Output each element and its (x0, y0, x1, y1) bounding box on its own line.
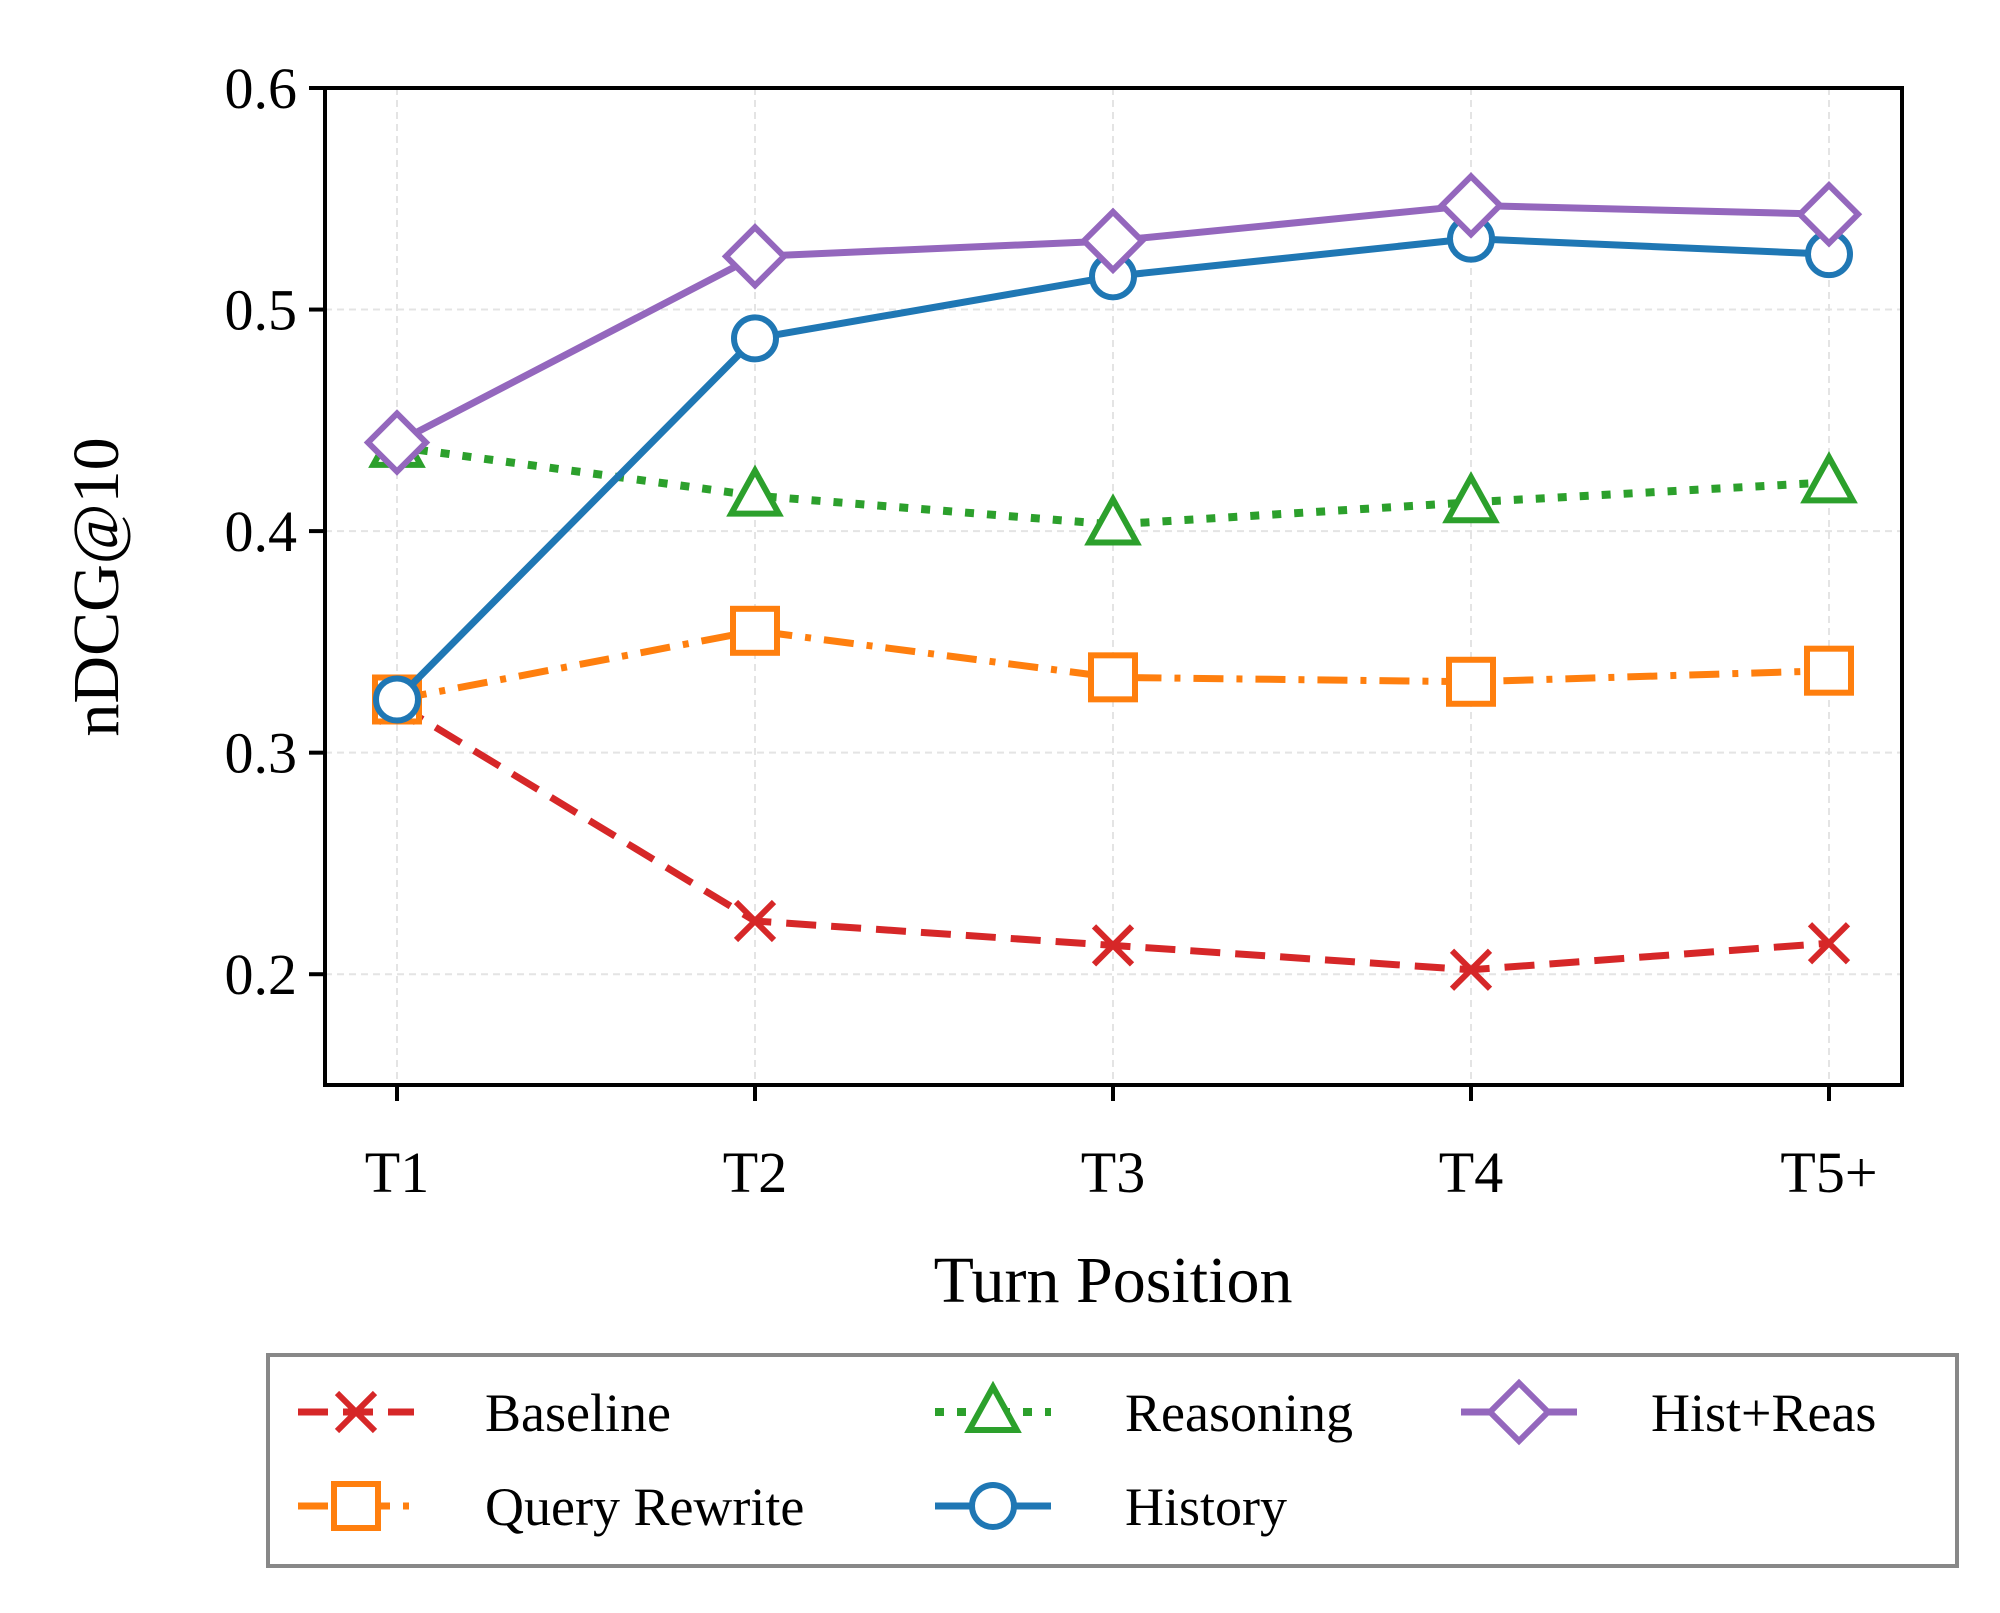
x-tick-label: T4 (1439, 1140, 1503, 1205)
series-baseline (375, 682, 1851, 991)
series-layer (363, 172, 1863, 991)
data-point-hist-reas (363, 409, 431, 476)
data-point-baseline (1449, 948, 1493, 991)
legend-marker-query-rewrite (331, 1481, 381, 1531)
data-point-hist-reas (1437, 172, 1505, 239)
y-tick-label: 0.4 (225, 499, 298, 564)
data-point-baseline (1091, 924, 1135, 967)
legend-label-reasoning: Reasoning (1125, 1383, 1353, 1443)
data-point-reasoning (726, 464, 784, 517)
legend-marker-history (969, 1482, 1017, 1530)
y-tick-label: 0.3 (225, 721, 298, 786)
data-point-reasoning (1442, 471, 1500, 524)
data-point-query-rewrite (1804, 645, 1854, 696)
legend-item-hist-reas: Hist+Reas (1461, 1378, 1876, 1446)
data-point-reasoning (1800, 451, 1858, 504)
y-axis-title: nDCG@10 (60, 437, 133, 736)
data-point-query-rewrite (1088, 652, 1138, 703)
legend-item-reasoning: Reasoning (935, 1380, 1353, 1443)
y-tick-label: 0.6 (225, 56, 298, 121)
data-point-query-rewrite (730, 605, 780, 656)
data-point-history (731, 314, 779, 363)
legend-label-baseline: Baseline (485, 1383, 671, 1443)
legend-item-history: History (935, 1477, 1287, 1537)
legend-label-history: History (1125, 1477, 1287, 1537)
x-tick-label: T3 (1081, 1140, 1145, 1205)
legend: Baseline Query Rewrite Reasoning History His… (266, 1353, 1959, 1568)
data-point-reasoning (1084, 493, 1142, 546)
legend-label-query-rewrite: Query Rewrite (485, 1477, 804, 1537)
data-point-query-rewrite (1446, 656, 1496, 707)
legend-marker-reasoning (964, 1380, 1022, 1433)
grid (325, 87, 1902, 1085)
data-point-history (373, 675, 421, 724)
legend-item-query-rewrite: Query Rewrite (298, 1477, 804, 1537)
legend-marker-hist-reas (1485, 1378, 1553, 1446)
legend-label-hist-reas: Hist+Reas (1651, 1383, 1876, 1443)
series-history (373, 214, 1853, 724)
y-tick-label: 0.5 (225, 278, 298, 343)
legend-frame (266, 1353, 1959, 1568)
data-point-baseline (1807, 922, 1851, 965)
legend-marker-baseline (334, 1390, 378, 1434)
x-axis-title: Turn Position (934, 1244, 1293, 1317)
axes: 0.2 0.3 0.4 0.5 0.6 T1 T2 T3 T4 T5+ (225, 56, 1878, 1205)
data-point-hist-reas (1795, 181, 1863, 248)
data-point-hist-reas (721, 223, 789, 290)
data-point-hist-reas (1079, 207, 1147, 275)
series-hist-reas (363, 172, 1863, 476)
x-tick-label: T2 (723, 1140, 787, 1205)
legend-item-baseline: Baseline (298, 1383, 671, 1443)
data-point-baseline (733, 899, 777, 943)
x-tick-label: T5+ (1780, 1140, 1877, 1205)
y-tick-label: 0.2 (225, 942, 298, 1007)
x-tick-label: T1 (365, 1140, 429, 1205)
